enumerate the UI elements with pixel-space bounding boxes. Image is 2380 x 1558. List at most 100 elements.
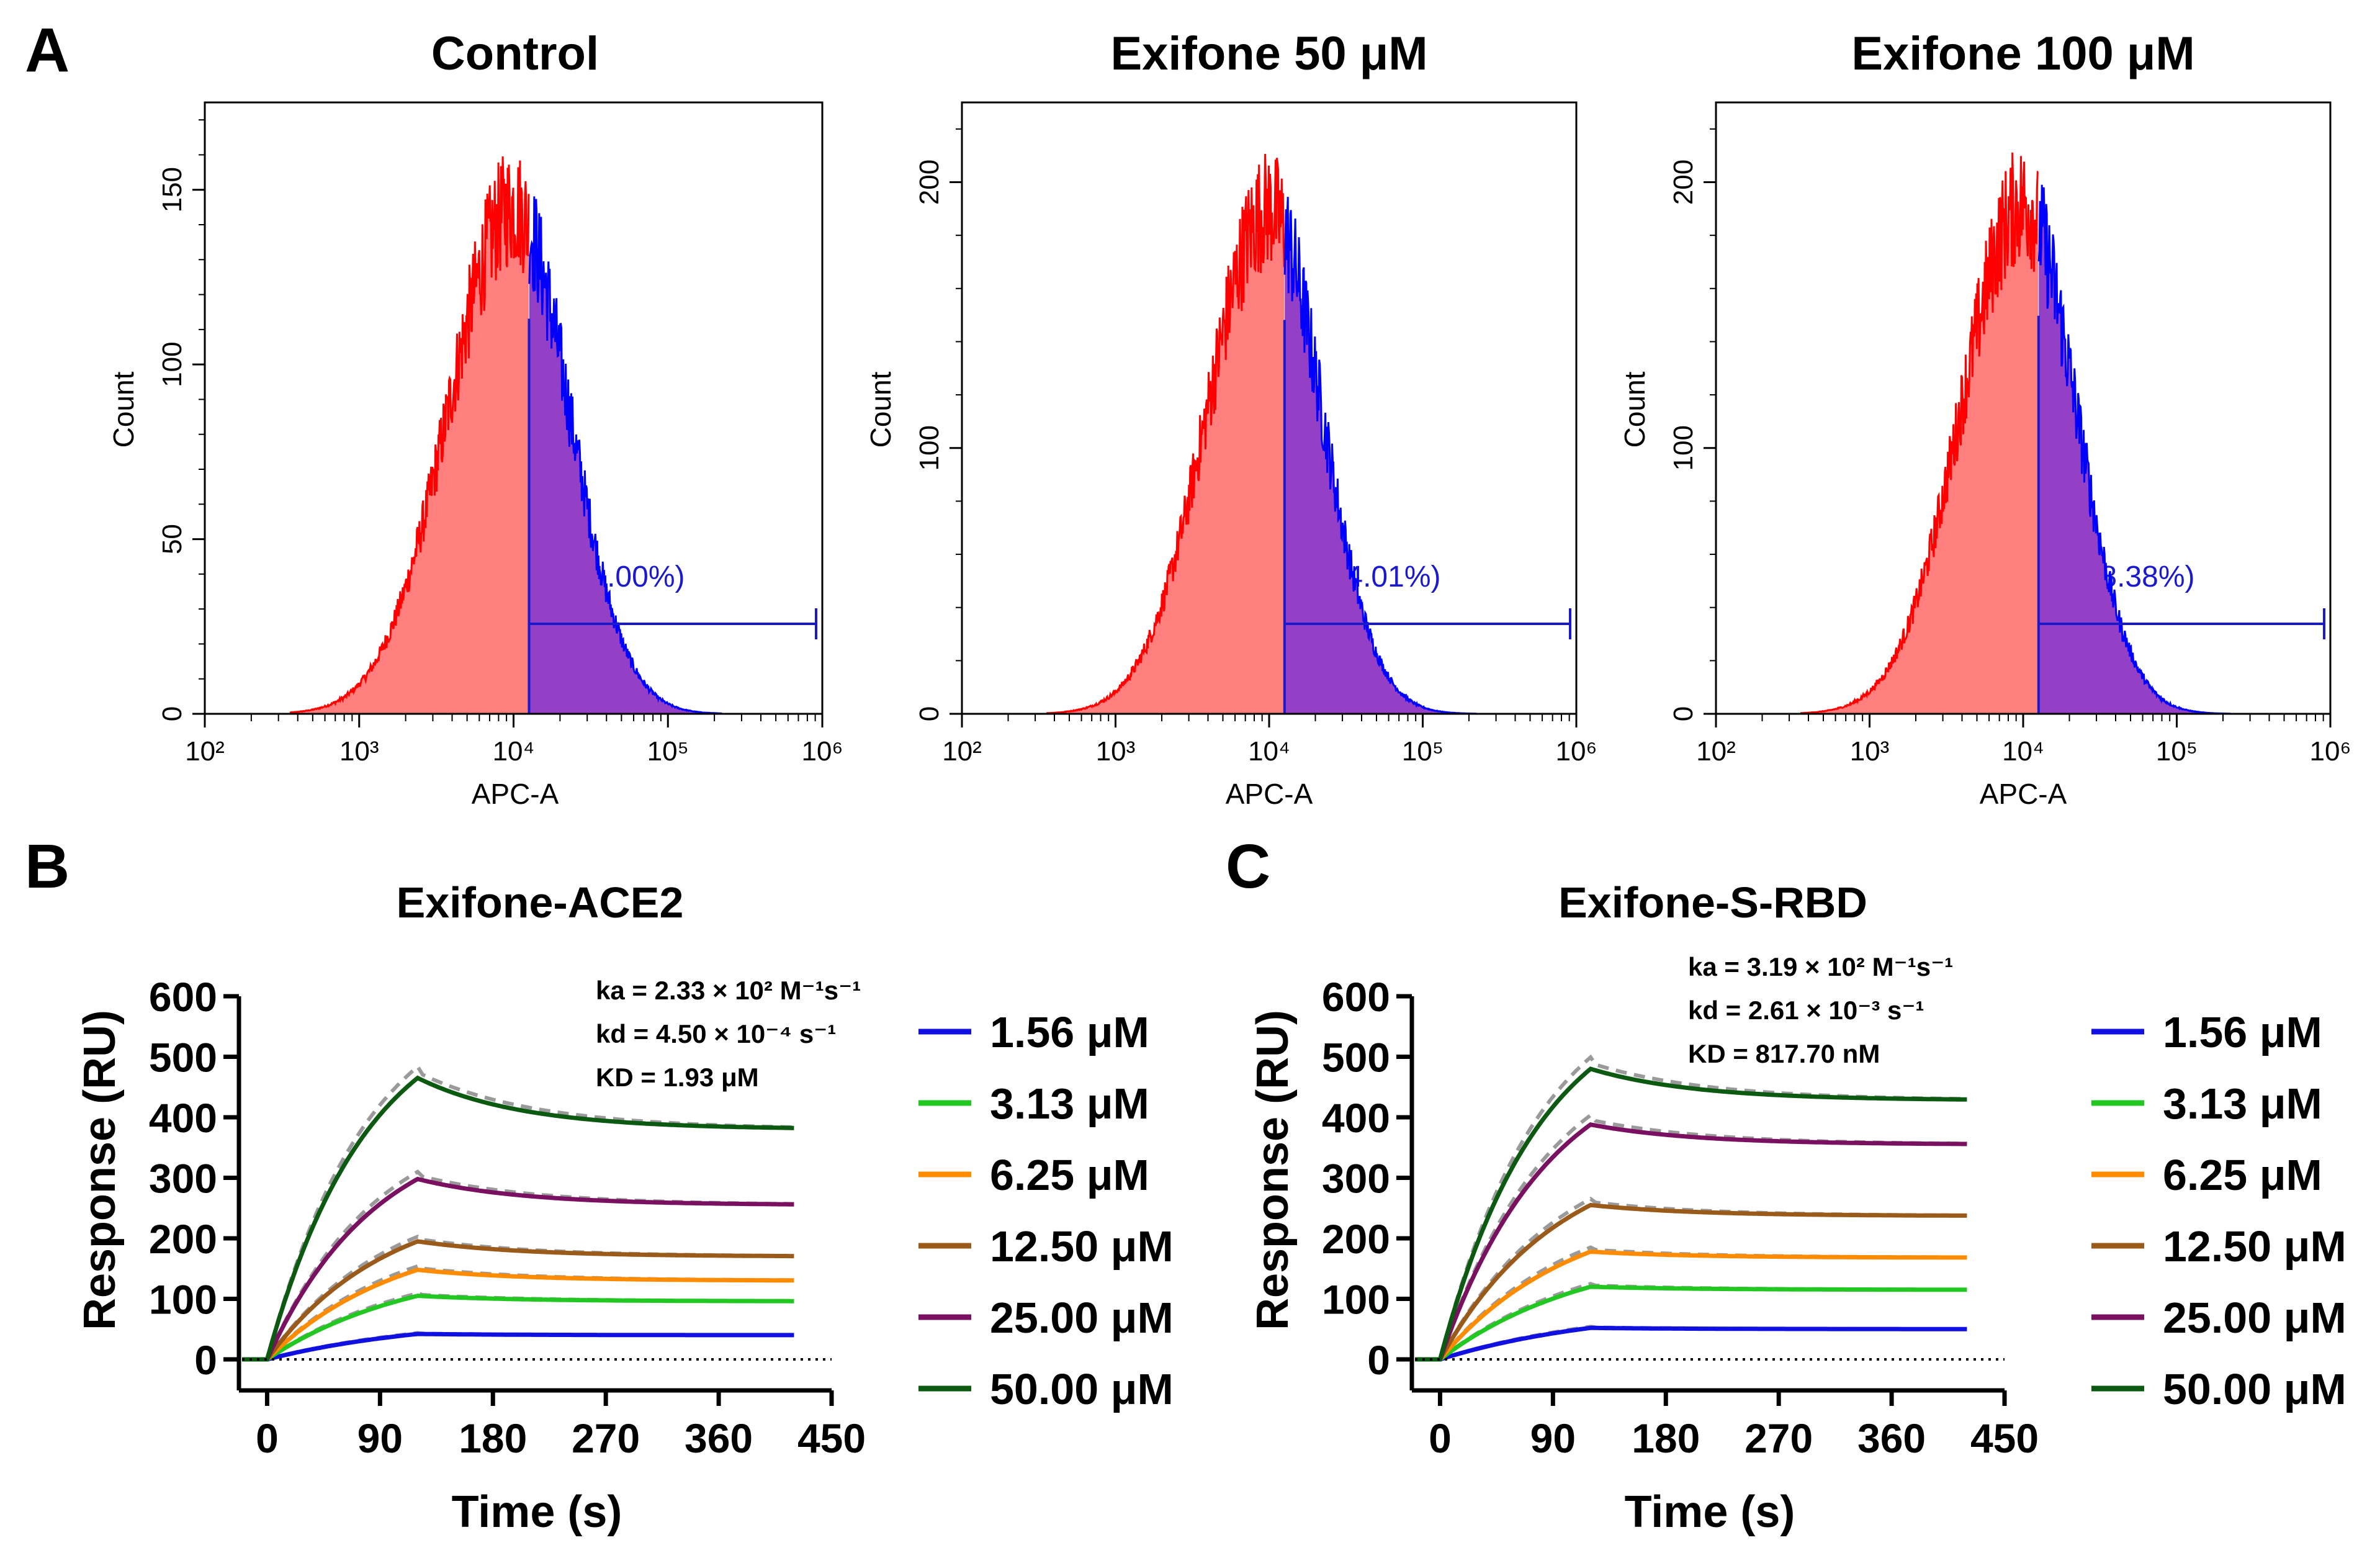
histogram-high-fill (2039, 184, 2231, 714)
spr-title: Exifone-ACE2 (397, 878, 684, 927)
x-tick-label: 450 (1970, 1415, 2039, 1461)
spr-xlabel: Time (s) (452, 1487, 622, 1537)
legend-label: 12.50 μM (2163, 1222, 2346, 1271)
sensorgram-curve (242, 1294, 794, 1362)
y-tick-label: 300 (1322, 1156, 1390, 1202)
x-tick-label: 180 (1632, 1415, 1700, 1461)
facs-title: Control (431, 27, 599, 80)
histogram-high-edge (528, 196, 722, 714)
spr-panel-ace2: Exifone-ACE2 Time (s) Response (RU) ka =… (75, 878, 1174, 1537)
legend-label: 1.56 μM (2163, 1008, 2322, 1056)
legend-label: 25.00 μM (2163, 1294, 2346, 1342)
fit-curve (1439, 1245, 1967, 1361)
histogram-high-edge (2037, 184, 2231, 715)
y-tick-label: 150 (157, 167, 187, 212)
y-tick-label: 600 (1322, 974, 1390, 1020)
panel-label-c: C (1226, 832, 1270, 901)
y-tick-label: 100 (914, 425, 945, 471)
fit-curve (1439, 1282, 1967, 1361)
spr-xlabel: Time (s) (1625, 1487, 1795, 1537)
fit-curve (1439, 1325, 1967, 1361)
legend-label: 6.25 μM (990, 1151, 1149, 1199)
x-tick-label: 90 (1530, 1415, 1576, 1461)
legend-label: 50.00 μM (2163, 1365, 2346, 1413)
histogram-low-fill (1800, 152, 2039, 714)
y-tick-label: 0 (914, 706, 945, 721)
legend-label: 3.13 μM (990, 1079, 1149, 1128)
x-tick-label: 10⁶ (2309, 736, 2351, 767)
histogram-high-edge (1283, 197, 1477, 715)
x-tick-label: 10² (942, 736, 982, 767)
kinetics-KD: KD = 1.93 μM (596, 1063, 759, 1092)
sensorgram-curve (242, 1075, 794, 1362)
y-tick-label: 500 (1322, 1035, 1390, 1081)
facs-title: Exifone 100 μM (1851, 27, 2194, 80)
fit-curve (1438, 1196, 1967, 1361)
sensorgram-curve (242, 1176, 794, 1362)
y-tick-label: 100 (1322, 1277, 1390, 1323)
sensorgram-curve (242, 1239, 794, 1362)
sensorgram-curve (1415, 1202, 1967, 1362)
y-tick-label: 100 (157, 341, 187, 387)
sensorgram-curve (1415, 1066, 1967, 1362)
histogram-high-fill (1285, 197, 1477, 714)
x-tick-label: 10³ (1850, 736, 1890, 767)
kinetics-ka: ka = 3.19 × 10² M⁻¹s⁻¹ (1688, 952, 1953, 981)
x-tick-label: 270 (1745, 1415, 1813, 1461)
spr-ylabel: Response (RU) (75, 1010, 125, 1330)
y-tick-label: 200 (914, 160, 945, 205)
facs-ylabel: Count (1619, 371, 1651, 448)
x-tick-label: 270 (572, 1415, 640, 1461)
legend-label: 1.56 μM (990, 1008, 1149, 1056)
legend-label: 6.25 μM (2163, 1151, 2322, 1199)
y-tick-label: 100 (149, 1277, 217, 1323)
y-tick-label: 300 (149, 1156, 217, 1202)
y-tick-label: 400 (149, 1095, 217, 1141)
facs-xlabel: APC-A (1980, 778, 2067, 810)
histogram-low-edge (1800, 152, 2039, 714)
x-tick-label: 10² (1696, 736, 1736, 767)
y-tick-label: 200 (1668, 160, 1699, 205)
sensorgram-curve (1415, 1122, 1967, 1362)
x-tick-label: 180 (459, 1415, 527, 1461)
y-tick-label: 0 (194, 1337, 217, 1383)
y-tick-label: 400 (1322, 1095, 1390, 1141)
spr-panel-s-rbd: Exifone-S-RBD Time (s) Response (RU) ka … (1248, 878, 2346, 1537)
kinetics-kd: kd = 2.61 × 10⁻³ s⁻¹ (1688, 996, 1924, 1025)
legend-label: 12.50 μM (990, 1222, 1174, 1271)
kinetics-kd: kd = 4.50 × 10⁻⁴ s⁻¹ (596, 1019, 836, 1048)
x-tick-label: 10⁵ (1402, 736, 1444, 767)
x-tick-label: 90 (357, 1415, 403, 1461)
x-tick-label: 450 (797, 1415, 866, 1461)
legend-label: 50.00 μM (990, 1365, 1174, 1413)
histogram-low-fill (289, 156, 529, 714)
y-tick-label: 200 (149, 1216, 217, 1262)
histogram-low-fill (1046, 153, 1285, 714)
x-tick-label: 10⁵ (647, 736, 689, 767)
y-tick-label: 200 (1322, 1216, 1390, 1262)
sensorgram-curve (1415, 1325, 1967, 1362)
facs-panel-exifone-50: Exifone 50 μM APC-A Count P2(44.01%) 10²… (864, 27, 1597, 810)
y-tick-label: 600 (149, 974, 217, 1020)
facs-panel-control: Control APC-A Count P2(51.00%) 10² 10³ 10⁴… (107, 27, 843, 810)
x-tick-label: 10⁴ (1248, 736, 1290, 767)
kinetics-KD: KD = 817.70 nM (1688, 1039, 1880, 1068)
facs-ylabel: Count (107, 371, 140, 448)
sensorgram-curve (242, 1331, 794, 1362)
histogram-low-edge (289, 156, 530, 714)
x-tick-label: 360 (1857, 1415, 1926, 1461)
x-tick-label: 10⁴ (2002, 736, 2044, 767)
y-tick-label: 0 (1668, 706, 1699, 721)
x-tick-label: 10⁵ (2156, 736, 2198, 767)
x-tick-label: 0 (1429, 1415, 1452, 1461)
facs-panel-exifone-100: Exifone 100 μM APC-A Count P2(38.38%) 10… (1619, 27, 2351, 810)
facs-title: Exifone 50 μM (1110, 27, 1427, 80)
fit-curve (266, 1291, 794, 1361)
x-tick-label: 10⁴ (493, 736, 535, 767)
x-tick-label: 360 (685, 1415, 753, 1461)
x-tick-label: 10⁶ (801, 736, 843, 767)
sensorgram-curve (242, 1268, 794, 1362)
x-tick-label: 10² (185, 736, 225, 767)
fit-curve (265, 1169, 794, 1361)
